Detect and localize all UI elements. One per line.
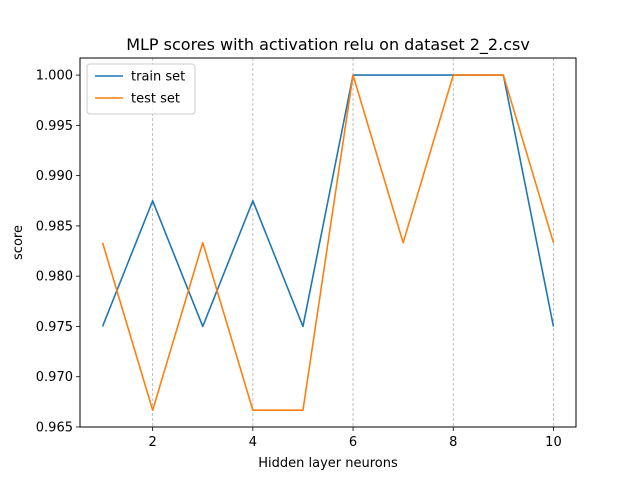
x-tick-label: 8 [449, 435, 457, 450]
y-axis-label: score [11, 225, 26, 260]
x-tick-label: 6 [349, 435, 357, 450]
chart-title: MLP scores with activation relu on datas… [126, 35, 530, 55]
y-axis: 0.965 0.970 0.975 0.980 0.985 0.990 0.995 1.000 [36, 69, 80, 436]
x-axis: 2 4 6 8 10 [149, 427, 562, 450]
x-tick-label: 4 [249, 435, 257, 450]
y-tick-label: 0.965 [36, 421, 73, 436]
grid-layer [152, 58, 554, 427]
legend: train set test set [86, 63, 196, 115]
y-tick-label: 0.970 [36, 370, 73, 385]
y-tick-label: 0.995 [36, 119, 73, 134]
y-tick-label: 0.985 [36, 219, 73, 234]
x-tick-label: 2 [149, 435, 157, 450]
y-tick-label: 1.000 [36, 69, 73, 84]
legend-label: test set [131, 92, 180, 107]
series-layer [101, 74, 555, 412]
x-axis-label: Hidden layer neurons [258, 456, 398, 471]
plot-frame [79, 57, 577, 428]
series-line-test-set [101, 74, 555, 412]
y-tick-label: 0.990 [36, 169, 73, 184]
legend-label: train set [131, 70, 185, 85]
y-tick-label: 0.975 [36, 320, 73, 335]
x-tick-label: 10 [545, 435, 562, 450]
y-tick-label: 0.980 [36, 270, 73, 285]
